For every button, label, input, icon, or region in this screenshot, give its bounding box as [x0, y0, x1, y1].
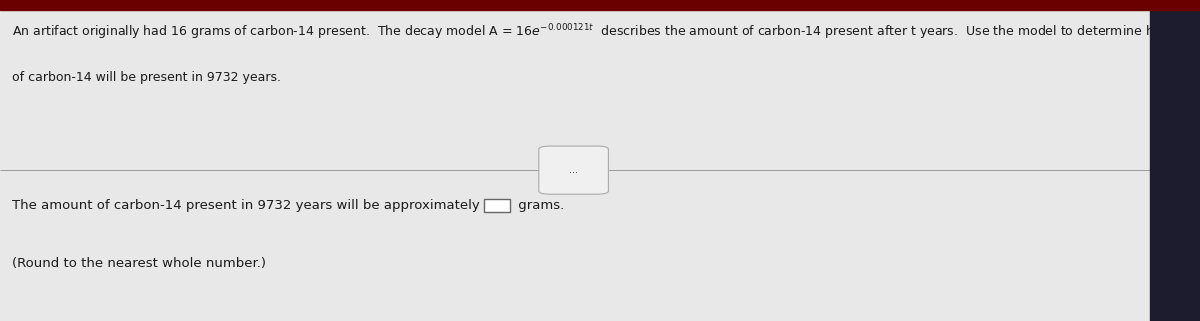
- Text: grams.: grams.: [514, 199, 564, 212]
- Text: (Round to the nearest whole number.): (Round to the nearest whole number.): [12, 257, 266, 270]
- Text: of carbon-14 will be present in 9732 years.: of carbon-14 will be present in 9732 yea…: [12, 71, 281, 83]
- Bar: [1150, 0, 1200, 321]
- Text: An artifact originally had 16 grams of carbon-14 present.  The decay model A = 1: An artifact originally had 16 grams of c…: [12, 22, 1200, 42]
- Bar: [484, 199, 510, 212]
- Text: The amount of carbon-14 present in 9732 years will be approximately: The amount of carbon-14 present in 9732 …: [12, 199, 484, 212]
- Text: ...: ...: [569, 165, 578, 175]
- Bar: [0, 0, 1200, 10]
- FancyBboxPatch shape: [539, 146, 608, 194]
